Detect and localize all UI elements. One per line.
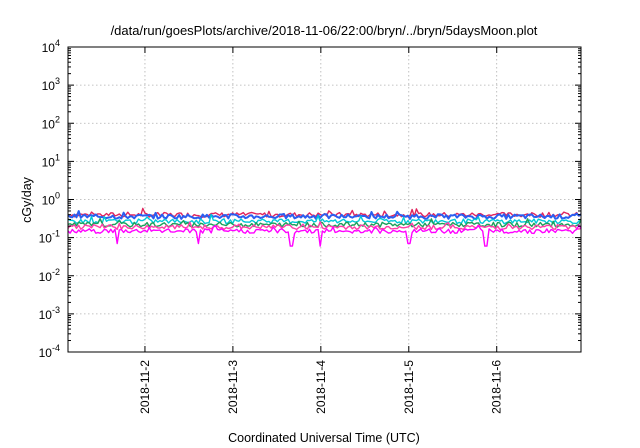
y-tick-label: 101 [42,152,60,169]
x-tick-label: 2018-11-3 [226,360,240,414]
y-tick-label: 10-4 [39,343,60,360]
x-axis-label: Coordinated Universal Time (UTC) [228,431,420,445]
series-line [67,224,582,247]
y-tick-label: 104 [42,38,60,55]
y-tick-label: 102 [42,114,60,131]
y-tick-label: 10-1 [39,229,60,246]
x-tick-label: 2018-11-6 [490,360,504,414]
series-lines [67,207,582,247]
y-tick-labels: 10-4 10-3 10-2 10-1 100 101 102 103 104 [39,38,60,360]
series-line [67,210,582,220]
y-tick-label: 10-3 [39,305,60,322]
y-tick-label: 100 [42,191,60,208]
y-axis-label: cGy/day [20,176,34,223]
series-line [67,217,582,228]
y-tick-label: 103 [42,76,60,93]
x-tick-labels: 2018-11-2 2018-11-3 2018-11-4 2018-11-5 2018… [138,360,504,414]
chart-title: /data/run/goesPlots/archive/2018-11-06/2… [111,23,538,38]
x-tick-label: 2018-11-4 [314,360,328,414]
x-tick-label: 2018-11-2 [138,360,152,414]
axis-ticks [68,46,581,353]
y-tick-label: 10-2 [39,267,60,284]
x-tick-label: 2018-11-5 [402,360,416,414]
series-line [67,221,582,231]
grid-lines [68,47,581,352]
